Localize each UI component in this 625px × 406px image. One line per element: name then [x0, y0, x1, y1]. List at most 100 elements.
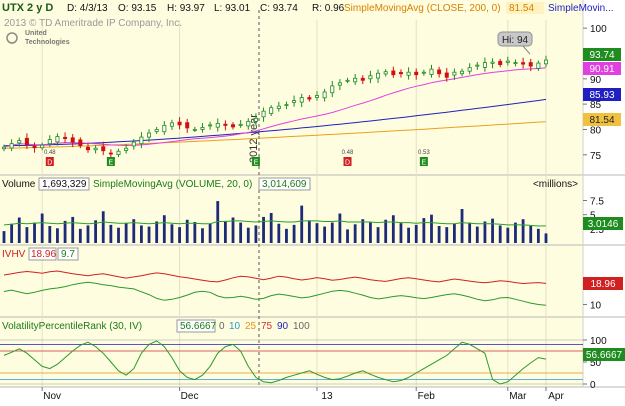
volume-bars [2, 201, 548, 243]
volume-bar [330, 222, 334, 243]
volume-bar [147, 226, 151, 243]
candle [437, 66, 442, 78]
volume-bar [307, 220, 311, 243]
badge-sma-mid: 85.93 [589, 90, 614, 101]
volume-bar [384, 219, 388, 243]
badge-sma-short-bg [583, 62, 621, 75]
candle [85, 142, 90, 153]
price-tick-85: 85 [590, 100, 602, 111]
candle [2, 144, 7, 152]
header-sma-label[interactable]: SimpleMovingAvg (CLOSE, 200, 0) [344, 3, 501, 14]
volume-bar [391, 215, 395, 243]
header-range: R: 0.96 [312, 3, 345, 14]
candle [223, 120, 228, 131]
volume-bar [178, 227, 181, 243]
x-tick-Apr: Apr [548, 391, 564, 401]
candle [101, 141, 106, 156]
volume-bar [10, 223, 14, 243]
volume-unit: <millions> [533, 179, 578, 190]
candle [452, 68, 457, 80]
header-symbol[interactable]: UTX 2 y D [2, 2, 53, 14]
volume-bar [216, 201, 220, 243]
candle [353, 73, 358, 85]
candle [208, 121, 213, 130]
badge-sma-short: 90.91 [589, 64, 614, 75]
candle [162, 121, 167, 135]
volume-tick-7.5: 7.5 [590, 197, 604, 208]
header-sma-truncated[interactable]: SimpleMovin... [548, 3, 614, 14]
volume-bar [239, 222, 243, 243]
volume-header: Volume 1,693,329 SimpleMovingAvg (VOLUME… [2, 177, 578, 191]
event-marker-letter-0: D [47, 160, 52, 167]
vertical-grid [41, 20, 547, 387]
candle [32, 142, 37, 153]
candle [521, 57, 526, 69]
ivhv-badge-bg [583, 277, 623, 290]
event-marker-0[interactable] [45, 157, 54, 166]
event-marker-4[interactable] [419, 157, 428, 166]
volume-bar [201, 228, 204, 243]
price-tick-80: 80 [590, 125, 602, 136]
ivhv-title: IVHV [2, 249, 26, 260]
volume-bar [514, 222, 517, 243]
header-bar: UTX 2 y D D: 4/3/13 O: 93.15 H: 93.97 L:… [2, 2, 614, 14]
volume-bar [56, 228, 59, 243]
iv-line [3, 270, 547, 285]
volume-bar [262, 216, 265, 243]
candle [47, 135, 52, 147]
badge-last-price: 93.74 [589, 50, 614, 61]
volume-bar [94, 220, 98, 243]
header-sma-value: 81.54 [509, 3, 534, 14]
candle [505, 56, 510, 66]
event-marker-1[interactable] [106, 157, 115, 166]
candle [322, 88, 327, 102]
vpr-level-label-10: 10 [229, 321, 241, 332]
volume-avg-label: SimpleMovingAvg (VOLUME, 20, 0) [93, 179, 252, 190]
candle [276, 101, 281, 112]
volume-average-line [3, 220, 547, 227]
volume-bar [475, 226, 479, 243]
candle [131, 138, 136, 150]
candle [330, 80, 335, 98]
candle [414, 68, 419, 80]
candle [192, 126, 197, 132]
price-tick-100: 100 [590, 24, 607, 35]
candle [253, 113, 258, 126]
candle [154, 126, 159, 135]
event-marker-2[interactable] [251, 157, 260, 166]
candle [475, 61, 480, 70]
volume-bar [285, 228, 288, 243]
volume-bar [315, 223, 319, 243]
candle [307, 95, 312, 102]
volume-bar [117, 227, 120, 243]
price-tick-75: 75 [590, 151, 602, 162]
candle [284, 101, 289, 110]
candle [246, 118, 251, 130]
volume-bar [132, 219, 136, 243]
vpr-badge-bg [583, 348, 625, 361]
candle [337, 79, 342, 91]
ivhv-axis-ticks: 10 [583, 301, 602, 312]
volume-bar [491, 218, 494, 243]
header-date: D: 4/3/13 [67, 3, 108, 14]
hv-line [3, 281, 547, 306]
volume-bar [71, 216, 75, 243]
badge-last-price-bg [583, 48, 621, 61]
volume-bar [460, 209, 464, 243]
volume-bar [101, 211, 105, 243]
candle [269, 105, 274, 117]
vpr-tick-100: 100 [590, 336, 607, 347]
event-marker-letter-2: E [254, 160, 259, 167]
candle [78, 137, 83, 149]
volume-bar [231, 217, 235, 243]
volume-bar [40, 213, 44, 243]
header-high: H: 93.97 [167, 3, 205, 14]
price-candles [2, 55, 549, 159]
volume-bar [124, 223, 128, 243]
candle [185, 118, 190, 133]
event-marker-3[interactable] [343, 157, 352, 166]
volume-bar [185, 219, 189, 243]
candle [200, 123, 205, 133]
header-open: O: 93.15 [118, 3, 157, 14]
logo-line-1: United [25, 30, 47, 37]
